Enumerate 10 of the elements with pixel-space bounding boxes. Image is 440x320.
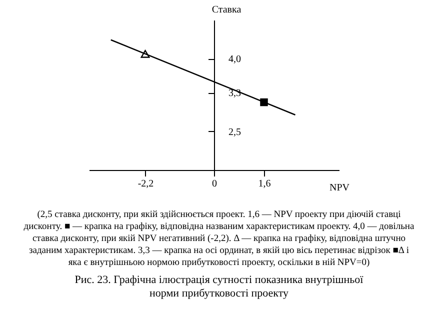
y-tick-label: 4,0 xyxy=(228,54,241,66)
y-tick-label: 2,5 xyxy=(228,126,241,138)
y-tick-label: 3,3 xyxy=(228,88,241,100)
y-axis-title: Ставка xyxy=(212,4,242,16)
x-tick-label: 0 xyxy=(212,178,217,190)
x-axis-title: NPV xyxy=(329,182,350,194)
x-tick-label: 1,6 xyxy=(258,178,271,190)
text: Рис. 23. Графічна ілюстрація сутності показника внутрішньої норми прибутковості проекту xyxy=(74,274,364,300)
text: (2,5 ставка дисконту, при якій здійснюється проект. 1,6 — NPV проекту при діючій ставці дисконту. ■ — крапка на графіку, відповідна названим характеристикам проекту. 4,0 — довільна ставка дисконту, при якій NPV негативний (-2,2). Δ — крапка на графіку, відповідна штучно заданим характеристикам. 3,3 — крапка на осі ординат, в якій цю вісь перетинає відрізок ■Δ і яка є внутрішньою нормою прибутковості проекту, оскільки в ній NPV=0) xyxy=(24,210,416,268)
x-tick-label: -2,2 xyxy=(138,178,154,190)
